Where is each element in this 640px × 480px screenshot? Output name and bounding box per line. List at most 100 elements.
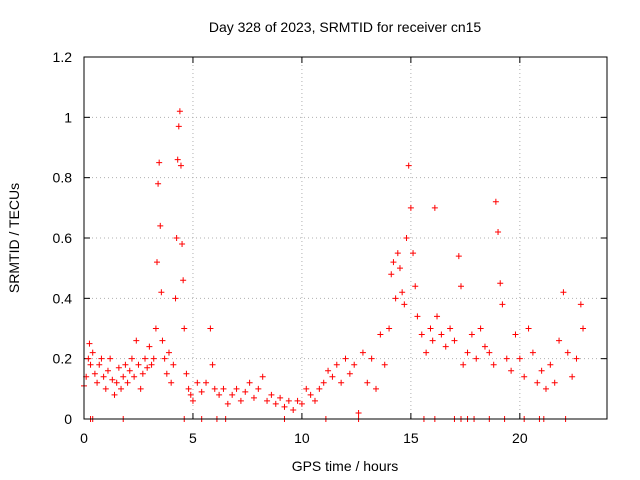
data-point — [396, 265, 403, 272]
data-point — [394, 250, 401, 257]
data-point — [255, 385, 262, 392]
y-tick-label: 1.2 — [53, 49, 73, 65]
data-point — [198, 388, 205, 395]
data-point — [180, 277, 187, 284]
data-point — [220, 385, 227, 392]
data-point — [516, 355, 523, 362]
data-point — [442, 343, 449, 350]
x-tick-label: 15 — [403, 430, 419, 446]
data-point — [495, 228, 502, 235]
data-point — [237, 397, 244, 404]
data-point — [320, 379, 327, 386]
data-point — [224, 400, 231, 407]
data-point — [165, 349, 172, 356]
data-point — [159, 337, 166, 344]
data-point — [525, 325, 532, 332]
data-point — [414, 313, 421, 320]
data-point — [156, 159, 163, 166]
data-point — [233, 385, 240, 392]
data-point — [551, 379, 558, 386]
data-point — [427, 325, 434, 332]
data-point — [359, 349, 366, 356]
plot-frame — [83, 56, 608, 420]
data-point — [161, 355, 168, 362]
data-point — [111, 391, 118, 398]
data-point — [325, 367, 332, 374]
data-point — [157, 222, 164, 229]
data-point — [534, 379, 541, 386]
data-point — [547, 361, 554, 368]
data-point — [137, 385, 144, 392]
data-point — [120, 373, 127, 380]
data-point — [307, 391, 314, 398]
data-point — [98, 355, 105, 362]
data-point — [316, 385, 323, 392]
data-point — [311, 397, 318, 404]
data-point — [492, 198, 499, 205]
data-point — [407, 204, 414, 211]
data-point — [392, 295, 399, 302]
data-point — [399, 289, 406, 296]
data-point — [388, 271, 395, 278]
data-point — [560, 289, 567, 296]
data-point — [377, 331, 384, 338]
data-point — [577, 301, 584, 308]
data-point — [118, 385, 125, 392]
data-point — [473, 355, 480, 362]
data-point — [102, 385, 109, 392]
data-point — [457, 283, 464, 290]
data-point — [460, 361, 467, 368]
data-point — [163, 370, 170, 377]
data-point — [486, 349, 493, 356]
data-point — [342, 355, 349, 362]
data-point — [229, 391, 236, 398]
data-point — [246, 379, 253, 386]
y-tick-label: 0.4 — [53, 290, 73, 306]
data-point — [113, 379, 120, 386]
y-tick-label: 0 — [64, 411, 72, 427]
data-point — [580, 325, 587, 332]
data-point — [281, 403, 288, 410]
data-point — [455, 253, 462, 260]
data-point — [146, 343, 153, 350]
y-tick-label: 0.2 — [53, 351, 73, 367]
data-point — [298, 400, 305, 407]
y-tick-label: 0.8 — [53, 170, 73, 186]
data-point — [183, 370, 190, 377]
data-point — [168, 379, 175, 386]
data-point — [508, 367, 515, 374]
data-point — [386, 325, 393, 332]
data-point — [355, 409, 362, 416]
data-point — [564, 349, 571, 356]
x-tick-label: 20 — [512, 430, 528, 446]
data-point — [410, 250, 417, 257]
data-point — [131, 373, 138, 380]
data-point — [179, 241, 186, 248]
data-point — [418, 331, 425, 338]
data-point — [85, 355, 92, 362]
data-point — [303, 385, 310, 392]
data-point — [464, 349, 471, 356]
data-point — [373, 385, 380, 392]
y-tick-label: 0.6 — [53, 230, 73, 246]
data-point — [133, 337, 140, 344]
data-point — [158, 289, 165, 296]
data-point — [207, 325, 214, 332]
data-point — [203, 379, 210, 386]
data-point — [135, 361, 142, 368]
chart-title: Day 328 of 2023, SRMTID for receiver cn1… — [209, 19, 482, 35]
data-point — [451, 337, 458, 344]
data-point — [556, 337, 563, 344]
data-point — [431, 204, 438, 211]
data-point — [499, 301, 506, 308]
data-point — [170, 361, 177, 368]
data-point — [529, 349, 536, 356]
data-point — [333, 361, 340, 368]
data-point — [155, 180, 162, 187]
data-point — [126, 367, 133, 374]
data-point — [128, 355, 135, 362]
data-point — [268, 391, 275, 398]
data-point — [285, 397, 292, 404]
data-point — [346, 370, 353, 377]
